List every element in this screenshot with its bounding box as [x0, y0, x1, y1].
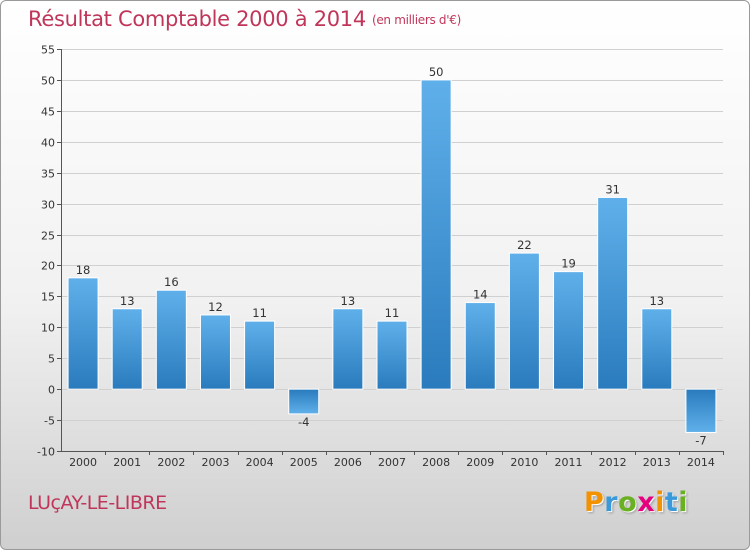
bar-2003 — [199, 314, 231, 390]
value-label-2013: 13 — [649, 294, 664, 308]
value-label-2005: -4 — [298, 415, 309, 429]
y-tick-label: -10 — [37, 446, 55, 459]
bar-2011 — [553, 271, 585, 390]
bar-2000 — [67, 277, 99, 390]
value-label-2007: 11 — [385, 306, 400, 320]
y-tick-label: 25 — [41, 230, 55, 243]
logo-letter: o — [618, 487, 638, 518]
x-tick-label-2007: 2007 — [378, 456, 406, 469]
bar-2014 — [685, 388, 717, 433]
bar-2005 — [288, 388, 320, 415]
value-label-2001: 13 — [120, 294, 135, 308]
bar-2008 — [420, 79, 452, 390]
y-tick-label: 40 — [41, 137, 55, 150]
y-tick-label: 35 — [41, 168, 55, 181]
bar-2001 — [111, 308, 143, 390]
x-tick-label-2002: 2002 — [157, 456, 185, 469]
value-label-2002: 16 — [164, 275, 179, 289]
bar-2009 — [464, 302, 496, 390]
value-label-2012: 31 — [605, 182, 620, 196]
x-tick-label-2013: 2013 — [643, 456, 671, 469]
bar-2002 — [155, 289, 187, 390]
proxiti-logo: Proxiti — [584, 487, 688, 518]
x-tick-label-2011: 2011 — [555, 456, 583, 469]
y-tick-label: 30 — [41, 199, 55, 212]
value-label-2010: 22 — [517, 238, 532, 252]
value-label-2008: 50 — [429, 65, 444, 79]
bar-2007 — [376, 320, 408, 390]
y-tick-label: -5 — [44, 415, 55, 428]
x-tick-label-2008: 2008 — [422, 456, 450, 469]
y-tick-label: 20 — [41, 260, 55, 273]
x-tick-label-2012: 2012 — [599, 456, 627, 469]
logo-letter: t — [664, 487, 679, 518]
bars — [67, 79, 717, 433]
bar-2010 — [508, 252, 540, 390]
y-tick-label: 55 — [41, 44, 55, 57]
commune-name: LUçAY-LE-LIBRE — [28, 492, 167, 514]
logo-letter: i — [678, 487, 689, 518]
x-tick-label-2000: 2000 — [69, 456, 97, 469]
value-label-2009: 14 — [473, 288, 488, 302]
value-label-2003: 12 — [208, 300, 223, 314]
x-tick-label-2014: 2014 — [687, 456, 715, 469]
x-tick-label-2003: 2003 — [201, 456, 229, 469]
value-label-2011: 19 — [561, 257, 576, 271]
value-label-2000: 18 — [76, 263, 91, 277]
y-tick-label: 5 — [48, 353, 55, 366]
x-tick-label-2009: 2009 — [466, 456, 494, 469]
bar-2004 — [244, 320, 276, 390]
x-tick-label-2004: 2004 — [246, 456, 274, 469]
y-tick-label: 0 — [48, 384, 55, 397]
logo-letter: r — [604, 487, 619, 518]
x-tick-label-2010: 2010 — [510, 456, 538, 469]
logo-letter: x — [637, 487, 656, 518]
y-tick-label: 50 — [41, 75, 55, 88]
value-label-2014: -7 — [695, 433, 706, 447]
chart-title-text: Résultat Comptable 2000 à 2014 — [28, 7, 366, 31]
value-label-2006: 13 — [341, 294, 356, 308]
x-tick-label-2001: 2001 — [113, 456, 141, 469]
logo-letter: i — [655, 487, 665, 518]
chart-unit: (en milliers d'€) — [371, 13, 461, 27]
y-tick-label: 45 — [41, 106, 55, 119]
y-tick-label: 10 — [41, 322, 55, 335]
chart-title: Résultat Comptable 2000 à 2014 (en millie… — [28, 7, 461, 31]
bar-2006 — [332, 308, 364, 390]
y-tick-label: 15 — [41, 291, 55, 304]
logo-letter: P — [584, 487, 605, 518]
value-label-2004: 11 — [252, 306, 267, 320]
x-tick-label-2006: 2006 — [334, 456, 362, 469]
x-tick-label-2005: 2005 — [290, 456, 318, 469]
value-labels: 18 13 16 12 11 -4 13 11 50 14 22 19 31 13 -7 — [76, 65, 707, 448]
bar-2012 — [597, 196, 629, 390]
axes: -10 -5 0 5 10 15 20 25 30 35 40 45 50 55 2000 2001 2002 2… — [37, 44, 724, 469]
bar-2013 — [641, 308, 673, 390]
